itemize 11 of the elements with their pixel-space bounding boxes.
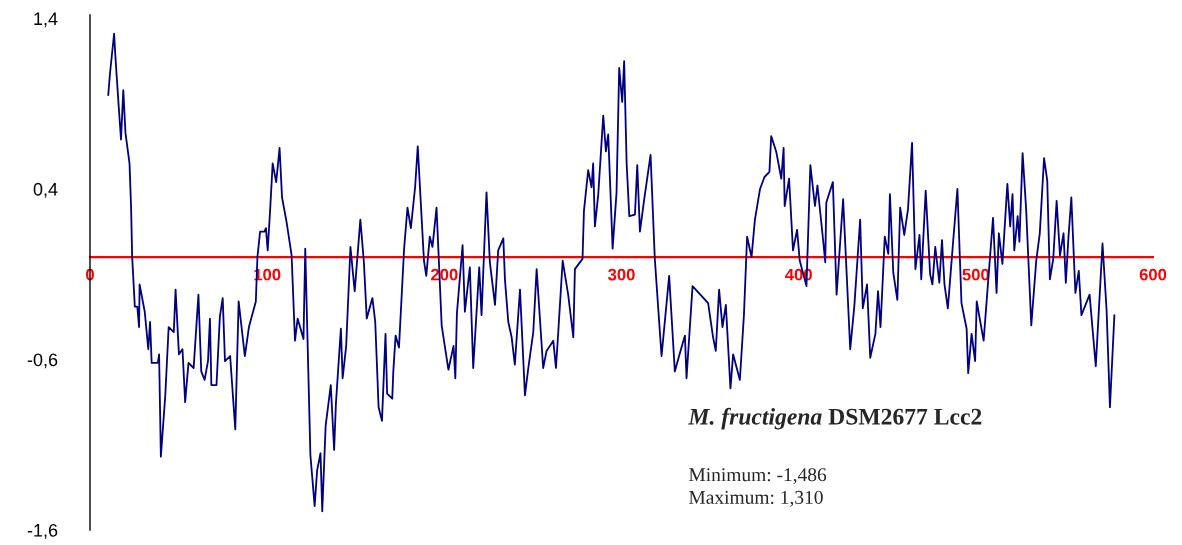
annotation: Minimum: -1,486 <box>689 468 827 485</box>
y-tick-label: 0,4 <box>33 182 58 198</box>
line-series <box>107 32 1116 513</box>
annotation: DSM2677 Lcc2 <box>828 408 982 425</box>
y-tick-label: 1,4 <box>34 12 58 28</box>
annotation: M. fructigena <box>688 407 822 430</box>
x-tick-label: 600 <box>1139 268 1167 281</box>
y-tick-label: -0,6 <box>27 353 58 369</box>
y-tick-label: -1,6 <box>27 523 58 539</box>
annotation: Maximum: 1,310 <box>689 490 823 507</box>
x-tick-label: 300 <box>607 268 635 281</box>
